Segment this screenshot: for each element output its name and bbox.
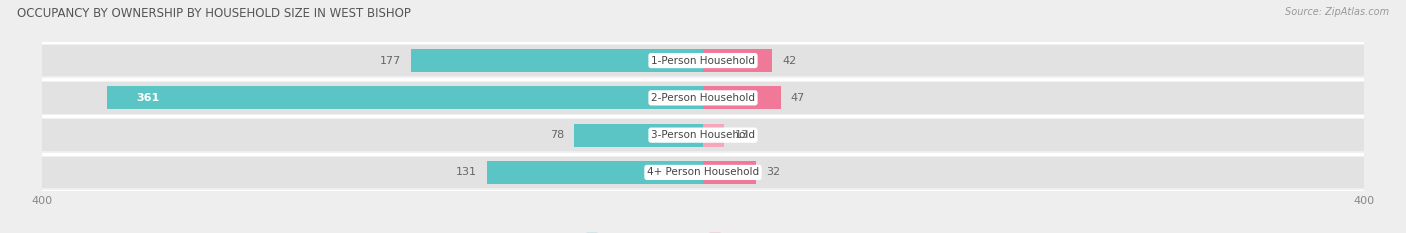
Bar [703, 161, 756, 184]
Bar [703, 49, 772, 72]
Text: 131: 131 [456, 168, 477, 177]
Text: 47: 47 [790, 93, 804, 103]
Text: 1-Person Household: 1-Person Household [651, 56, 755, 65]
Bar [42, 45, 1364, 76]
Text: 361: 361 [136, 93, 160, 103]
Text: 2-Person Household: 2-Person Household [651, 93, 755, 103]
Text: 3-Person Household: 3-Person Household [651, 130, 755, 140]
Bar [703, 86, 780, 110]
Bar [574, 123, 703, 147]
Bar [411, 49, 703, 72]
Text: 177: 177 [380, 56, 401, 65]
Text: OCCUPANCY BY OWNERSHIP BY HOUSEHOLD SIZE IN WEST BISHOP: OCCUPANCY BY OWNERSHIP BY HOUSEHOLD SIZE… [17, 7, 411, 20]
Text: 13: 13 [734, 130, 748, 140]
Text: 78: 78 [550, 130, 564, 140]
Bar [107, 86, 703, 110]
Bar [42, 82, 1364, 114]
Text: 4+ Person Household: 4+ Person Household [647, 168, 759, 177]
Text: 32: 32 [766, 168, 780, 177]
Bar [42, 119, 1364, 151]
Text: Source: ZipAtlas.com: Source: ZipAtlas.com [1285, 7, 1389, 17]
Legend: Owner-occupied, Renter-occupied: Owner-occupied, Renter-occupied [581, 229, 825, 233]
Text: 42: 42 [782, 56, 797, 65]
Bar [42, 157, 1364, 188]
Bar [486, 161, 703, 184]
Bar [703, 123, 724, 147]
